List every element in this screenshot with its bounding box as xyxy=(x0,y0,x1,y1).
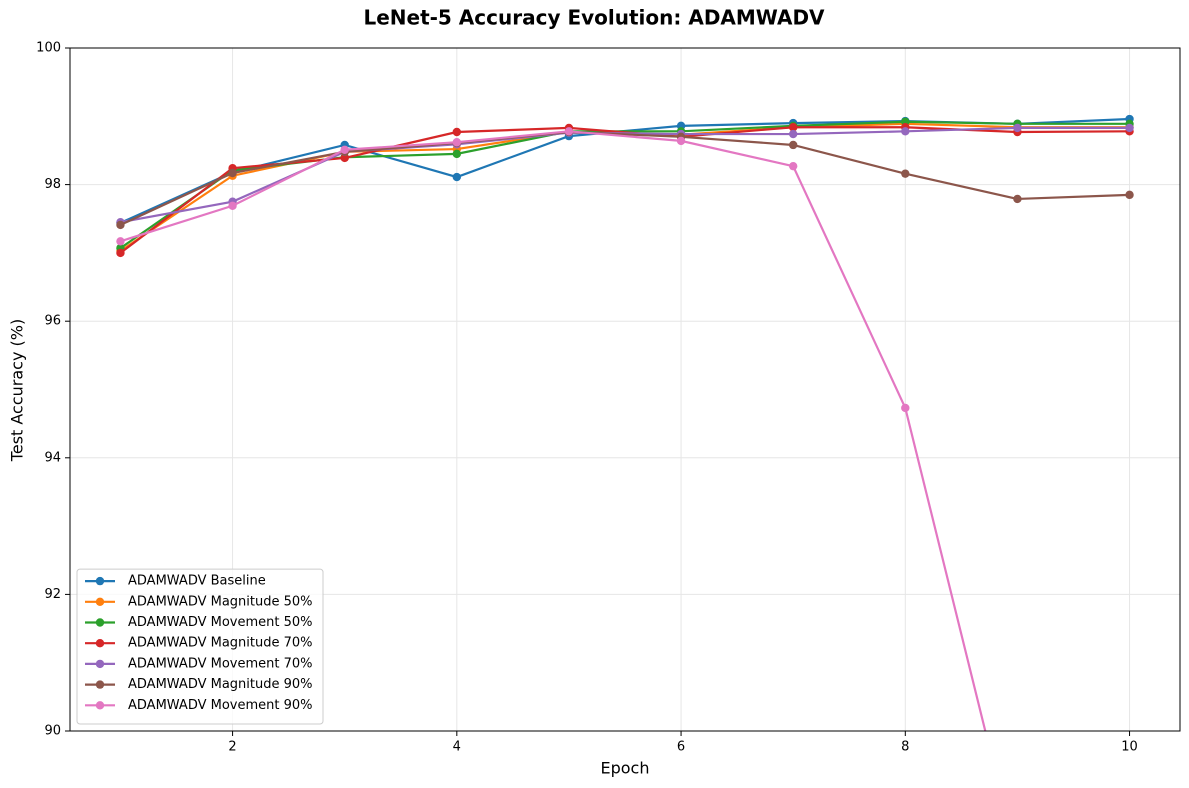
legend-marker xyxy=(95,618,105,627)
legend: ADAMWADV Baseline ADAMWADV Magnitude 50% A… xyxy=(76,568,324,725)
y-tick-label: 98 xyxy=(44,177,61,192)
legend-label: ADAMWADV Movement 70% xyxy=(128,656,313,671)
legend-box xyxy=(76,568,324,725)
data-point xyxy=(340,153,349,163)
legend-label: ADAMWADV Movement 50% xyxy=(128,615,313,630)
data-point xyxy=(452,172,462,182)
series-line xyxy=(120,126,1130,224)
x-tick-label: 2 xyxy=(228,740,236,755)
data-point xyxy=(788,123,798,132)
data-point xyxy=(676,136,686,146)
data-point xyxy=(1125,190,1134,200)
y-tick-label: 96 xyxy=(44,314,61,329)
data-point xyxy=(1125,123,1134,133)
data-point xyxy=(452,149,462,159)
legend-marker xyxy=(95,576,105,586)
data-point xyxy=(340,145,349,154)
data-point xyxy=(901,403,910,413)
data-point xyxy=(788,140,798,150)
data-point xyxy=(116,237,125,246)
legend-marker xyxy=(95,659,105,669)
legend-label: ADAMWADV Movement 90% xyxy=(128,698,313,713)
data-point xyxy=(1013,123,1022,133)
legend-marker xyxy=(95,680,105,689)
x-axis-label: Epoch xyxy=(601,759,650,778)
legend-label: ADAMWADV Baseline xyxy=(128,574,266,589)
y-tick-label: 92 xyxy=(44,587,61,602)
data-point xyxy=(901,127,910,136)
data-point xyxy=(1013,194,1022,204)
plot-frame xyxy=(69,47,1181,732)
legend-label: ADAMWADV Magnitude 90% xyxy=(128,677,313,692)
series-line xyxy=(119,130,1130,226)
x-tick-label: 4 xyxy=(453,740,461,755)
x-tick-label: 6 xyxy=(677,740,685,755)
legend-label: ADAMWADV Magnitude 50% xyxy=(128,594,313,609)
chart-title: LeNet-5 Accuracy Evolution: ADAMWADV xyxy=(363,6,825,30)
legend-marker xyxy=(95,701,105,710)
data-point xyxy=(788,129,798,139)
data-point xyxy=(228,201,237,210)
x-tick-label: 10 xyxy=(1121,740,1138,755)
plot-area xyxy=(116,114,1134,731)
data-point xyxy=(116,248,125,258)
axes: 2 4 6 8 10 90 92 94 96 98 100 xyxy=(36,41,1138,755)
data-point xyxy=(452,138,462,147)
data-point xyxy=(452,127,462,137)
data-point xyxy=(116,220,125,230)
data-point xyxy=(788,161,798,171)
y-tick-label: 100 xyxy=(36,41,61,56)
legend-marker xyxy=(95,639,105,648)
data-point xyxy=(901,169,910,178)
y-tick-label: 94 xyxy=(44,450,61,465)
y-tick-label: 90 xyxy=(44,724,61,739)
data-point xyxy=(228,168,237,178)
data-point xyxy=(564,127,574,136)
legend-label: ADAMWADV Magnitude 70% xyxy=(128,636,313,651)
x-tick-label: 8 xyxy=(901,740,909,755)
legend-marker xyxy=(95,597,105,606)
y-axis-label: Test Accuracy (%) xyxy=(8,319,27,462)
